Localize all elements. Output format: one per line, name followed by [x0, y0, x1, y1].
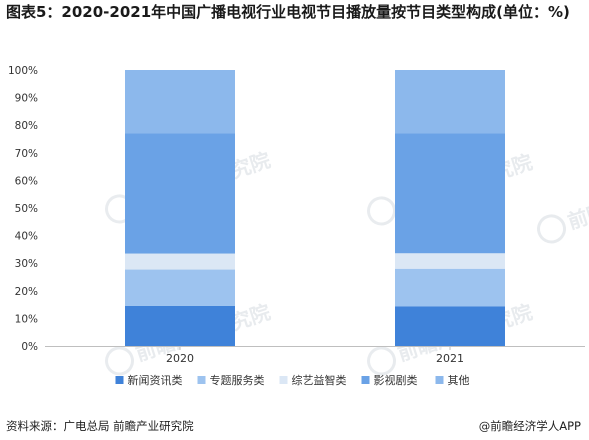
watermark-logo-icon: [105, 346, 135, 376]
watermark: 前瞻产业研究院: [537, 168, 589, 244]
watermark-logo-icon: [367, 346, 397, 376]
legend-swatch: [435, 376, 444, 384]
legend-swatch: [115, 376, 124, 384]
watermark-text: 前瞻产业研究院: [565, 168, 589, 234]
legend-swatch: [361, 376, 370, 384]
source-note: 资料来源：广电总局 前瞻产业研究院: [6, 419, 194, 433]
legend-label: 影视剧类: [374, 373, 418, 387]
bars: [125, 70, 505, 346]
legend: 新闻资讯类 专题服务类 综艺益智类 影视剧类 其他: [115, 373, 470, 387]
y-tick-label: 100%: [8, 65, 38, 77]
y-tick-label: 80%: [15, 120, 38, 132]
legend-label: 专题服务类: [210, 373, 265, 387]
y-tick-label: 0%: [21, 341, 38, 353]
watermark-logo-icon: [537, 214, 567, 244]
y-tick-label: 90%: [15, 93, 38, 105]
y-tick-label: 70%: [15, 148, 38, 160]
bar-segment: [125, 269, 235, 306]
legend-label: 综艺益智类: [292, 373, 347, 387]
stacked-bar-chart: 前瞻产业研究院前瞻产业研究院前瞻产业研究院前瞻产业研究院前瞻产业研究院 0%10…: [8, 65, 589, 387]
legend-swatch: [197, 376, 206, 384]
bar-segment: [125, 253, 235, 270]
y-tick-label: 20%: [15, 286, 38, 298]
legend-swatch: [279, 376, 288, 384]
legend-label: 其他: [448, 374, 470, 387]
chart-title: 图表5：2020-2021年中国广播电视行业电视节目播放量按节目类型构成(单位：…: [6, 3, 570, 21]
y-tick-label: 30%: [15, 258, 38, 270]
bar-segment: [395, 306, 505, 346]
y-tick-label: 40%: [15, 231, 38, 243]
bar-segment: [395, 253, 505, 269]
bar-segment: [395, 70, 505, 134]
x-tick-label: 2021: [436, 352, 464, 365]
y-axis: 0% 10% 20% 30% 40% 50% 60% 70% 80% 90% 100%: [8, 65, 38, 353]
bar-segment: [125, 305, 235, 346]
brand-credit: @前瞻经济学人APP: [478, 419, 581, 433]
y-tick-label: 10%: [15, 313, 38, 325]
y-tick-label: 60%: [15, 175, 38, 187]
legend-label: 新闻资讯类: [128, 373, 183, 387]
y-tick-label: 50%: [15, 203, 38, 215]
watermark-logo-icon: [367, 196, 397, 226]
bar-segment: [395, 268, 505, 307]
bar-segment: [395, 133, 505, 254]
x-tick-label: 2020: [166, 352, 194, 365]
bar-segment: [125, 133, 235, 254]
bar-segment: [125, 70, 235, 134]
x-axis: 2020 2021: [45, 346, 585, 365]
